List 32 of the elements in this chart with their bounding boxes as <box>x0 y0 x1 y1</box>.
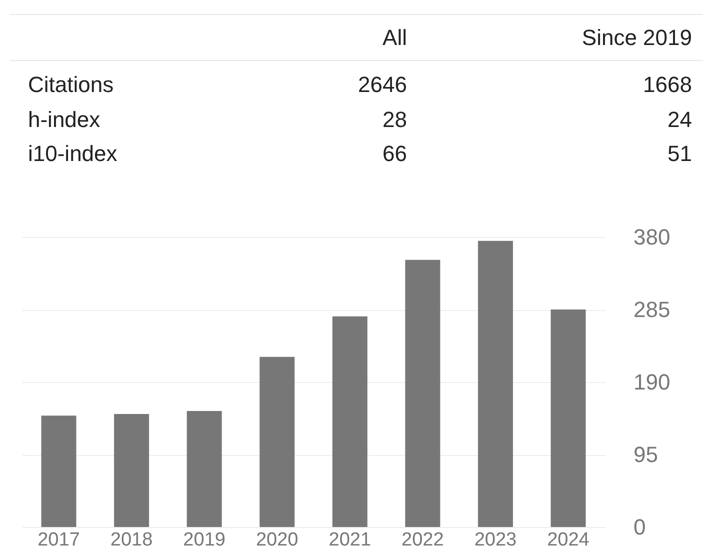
x-tick-label: 2024 <box>547 530 590 550</box>
text: All <box>382 24 407 50</box>
y-tick-label: 95 <box>634 442 658 467</box>
bar <box>260 356 295 527</box>
bar <box>550 310 586 527</box>
x-tick-label: 2023 <box>474 530 517 550</box>
bar <box>186 411 222 527</box>
text: i10-index <box>27 141 118 168</box>
y-tick-label: 380 <box>634 224 670 250</box>
text: 28 <box>382 106 407 133</box>
text: h-index <box>27 106 102 133</box>
y-tick-label: 285 <box>634 297 670 322</box>
text: Since 2019 <box>580 24 692 50</box>
text: 24 <box>666 106 692 133</box>
y-tick-label: 190 <box>634 370 670 394</box>
text: 2646 <box>357 72 407 98</box>
bar <box>405 260 440 527</box>
bar <box>478 240 513 527</box>
text: 51 <box>666 141 692 168</box>
bar <box>41 416 76 527</box>
text: Citations <box>27 72 115 98</box>
x-tick-label: 2018 <box>110 530 153 550</box>
x-tick-label: 2020 <box>256 530 298 550</box>
x-tick-label: 2017 <box>38 530 80 550</box>
bar <box>114 414 150 527</box>
bar <box>332 316 368 527</box>
x-tick-label: 2022 <box>402 530 444 550</box>
x-tick-label: 2021 <box>328 530 372 550</box>
text: 1668 <box>642 72 692 98</box>
text: 66 <box>382 141 407 168</box>
y-tick-label: 0 <box>634 514 646 540</box>
x-tick-label: 2019 <box>183 530 226 550</box>
